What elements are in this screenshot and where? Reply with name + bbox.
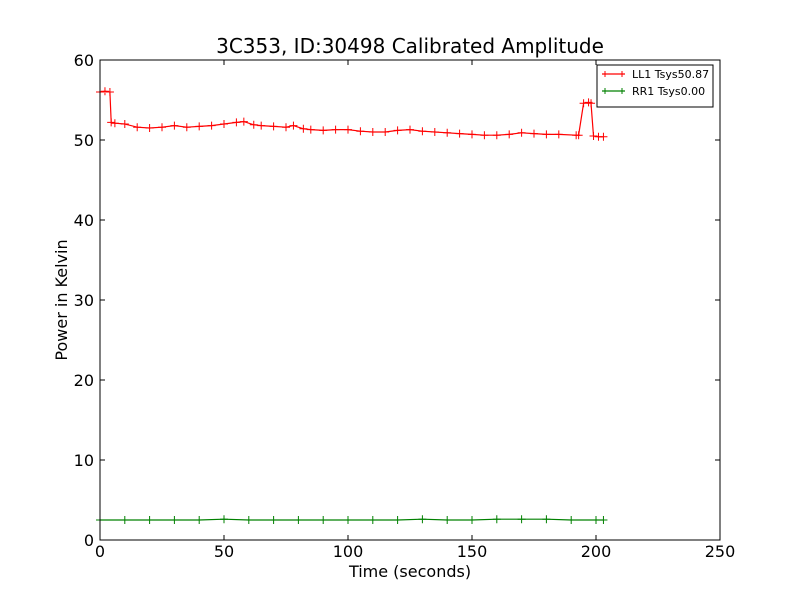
data-point: [232, 118, 241, 127]
data-point: [393, 126, 402, 135]
data-point: [492, 515, 501, 524]
data-point: [319, 126, 328, 135]
data-point: [592, 516, 600, 524]
data-point: [294, 516, 303, 524]
data-point: [299, 124, 308, 133]
data-point: [468, 130, 476, 139]
data-point: [319, 516, 328, 524]
y-tick-label: 40: [74, 211, 94, 230]
legend-label: LL1 Tsys50.87: [632, 68, 709, 81]
x-tick-label: 250: [705, 542, 736, 561]
y-axis-label: Power in Kelvin: [52, 239, 71, 360]
data-point: [418, 127, 427, 136]
x-axis-label: Time (seconds): [348, 562, 471, 581]
data-point: [331, 125, 340, 134]
series-1: [96, 515, 608, 524]
data-point: [393, 516, 402, 524]
data-point: [517, 515, 526, 524]
data-point: [368, 128, 377, 136]
data-point: [257, 121, 266, 130]
data-point: [182, 123, 191, 132]
legend-label: RR1 Tsys0.00: [632, 85, 705, 98]
data-point: [244, 516, 253, 524]
data-point: [306, 125, 315, 134]
data-point: [542, 130, 551, 139]
data-point: [249, 120, 258, 129]
data-point: [480, 131, 489, 140]
data-point: [282, 123, 290, 132]
data-point: [107, 118, 116, 127]
data-point: [599, 132, 608, 141]
data-point: [239, 117, 248, 126]
data-point: [170, 121, 179, 130]
data-point: [492, 131, 501, 140]
data-point: [554, 130, 563, 139]
data-point: [505, 130, 514, 139]
series-0: [96, 87, 608, 141]
data-point: [599, 516, 608, 524]
data-point: [567, 516, 576, 524]
data-point: [443, 128, 452, 137]
data-point: [145, 516, 154, 524]
data-point: [368, 516, 377, 524]
axis-ticks: 0 50 100 150 200 250 0 10 20 30 40 50 60: [74, 51, 736, 561]
data-point: [542, 515, 551, 524]
data-point: [170, 516, 179, 524]
data-point: [344, 516, 352, 524]
plot-area: [96, 87, 608, 524]
data-point: [269, 516, 278, 524]
data-point: [195, 122, 204, 131]
data-point: [220, 515, 228, 524]
data-point: [133, 123, 142, 132]
data-point: [145, 124, 154, 132]
data-point: [587, 99, 596, 108]
data-point: [574, 131, 583, 140]
legend-marker: [604, 88, 623, 94]
y-tick-label: 50: [74, 131, 94, 150]
data-point: [406, 125, 414, 134]
y-tick-label: 20: [74, 371, 94, 390]
chart-title: 3C353, ID:30498 Calibrated Amplitude: [216, 34, 604, 58]
data-point: [381, 128, 390, 136]
series-line: [100, 518, 604, 521]
data-point: [100, 87, 109, 96]
data-point: [120, 516, 129, 524]
data-point: [418, 515, 427, 524]
data-point: [110, 119, 119, 128]
data-point: [589, 132, 598, 140]
data-point: [158, 123, 166, 132]
y-tick-label: 10: [74, 451, 94, 470]
x-tick-label: 150: [457, 542, 488, 561]
data-point: [443, 516, 452, 524]
data-point: [269, 122, 278, 131]
legend-box: [596, 64, 714, 108]
data-point: [105, 88, 114, 96]
legend: LL1 Tsys50.87 RR1 Tsys0.00: [596, 64, 714, 108]
data-point: [455, 129, 464, 138]
data-point: [120, 120, 129, 128]
data-point: [430, 128, 439, 136]
y-tick-label: 0: [84, 531, 94, 550]
data-point: [344, 125, 352, 134]
y-tick-label: 60: [74, 51, 94, 70]
data-point: [195, 516, 204, 524]
data-point: [468, 516, 476, 524]
data-point: [220, 120, 228, 128]
legend-marker: [604, 71, 623, 77]
data-point: [207, 121, 216, 130]
x-tick-label: 100: [333, 542, 364, 561]
y-tick-label: 30: [74, 291, 94, 310]
data-point: [289, 121, 298, 130]
x-tick-label: 200: [581, 542, 612, 561]
data-point: [579, 99, 588, 108]
data-point: [356, 127, 365, 136]
x-tick-label: 50: [214, 542, 234, 561]
data-point: [530, 129, 538, 138]
data-point: [517, 128, 526, 137]
x-tick-label: 0: [95, 542, 105, 561]
